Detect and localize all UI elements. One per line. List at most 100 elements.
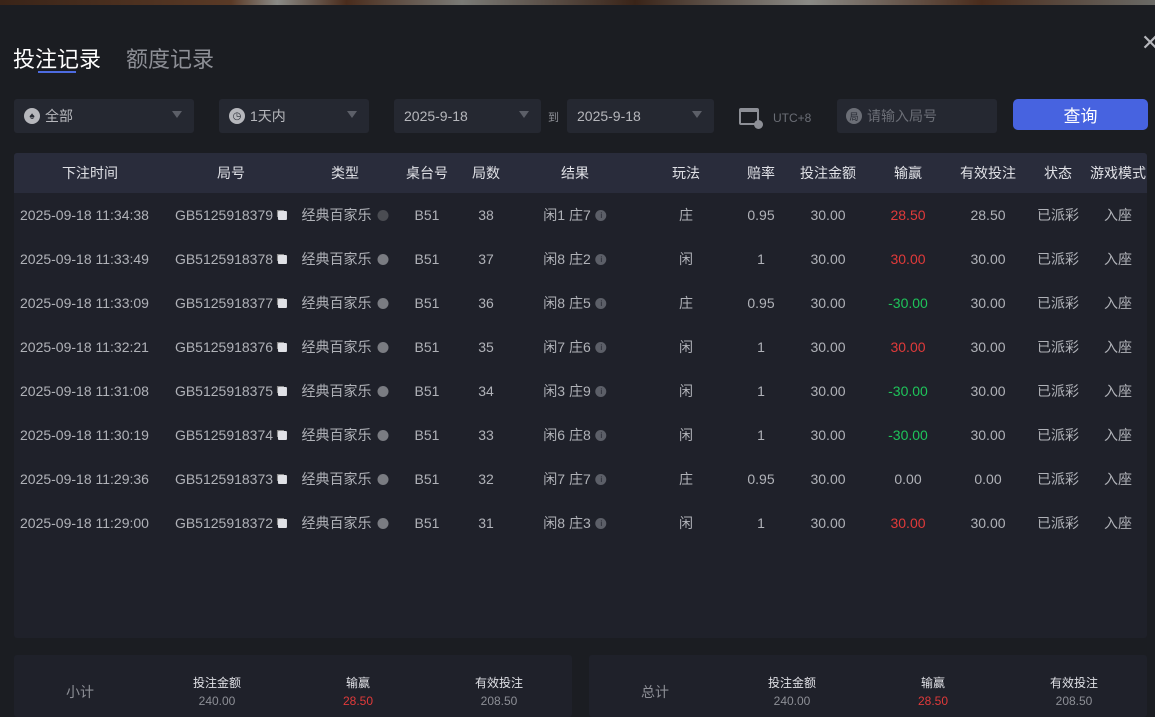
info-icon[interactable]: i	[595, 517, 607, 529]
cell-bet-type: 闲	[679, 249, 693, 269]
cell-round-id[interactable]: GB5125918379	[175, 207, 288, 223]
round-count-text: 34	[478, 383, 494, 399]
calendar-clock-icon[interactable]	[739, 108, 763, 129]
table-id-text: B51	[414, 427, 440, 443]
info-icon[interactable]: i	[595, 385, 607, 397]
bet-type-text: 庄	[679, 295, 693, 311]
game-detail-icon[interactable]	[377, 517, 389, 529]
total-valid-value: 208.50	[1055, 694, 1093, 708]
round-search[interactable]: 局	[837, 99, 997, 133]
game-detail-icon[interactable]	[377, 341, 389, 353]
cell-bet-time: 2025-09-18 11:29:36	[20, 471, 149, 487]
cell-status: 已派彩	[1037, 425, 1079, 445]
odds-text: 0.95	[747, 207, 775, 223]
caret-down-icon	[172, 111, 182, 118]
date-to-select[interactable]: 2025-9-18	[567, 99, 714, 133]
column-header-table-id: 桌台号	[406, 165, 448, 181]
cell-bet-type: 庄	[679, 469, 693, 489]
bet-type-text: 闲	[679, 251, 693, 267]
column-header-status: 状态	[1044, 165, 1072, 181]
table-row: 2025-09-18 11:30:19 GB5125918374 经典百家乐 B51 3…	[14, 415, 1147, 459]
info-icon[interactable]: i	[595, 473, 607, 485]
cell-round-id[interactable]: GB5125918376	[175, 339, 288, 355]
cell-valid-bet: 30.00	[970, 295, 1005, 311]
game-mode-text: 入座	[1104, 383, 1132, 399]
period-select[interactable]: ◷ 1天内	[219, 99, 369, 133]
bet-amount-text: 30.00	[810, 471, 846, 487]
copy-icon[interactable]	[278, 474, 288, 484]
bet-time-text: 2025-09-18 11:33:49	[20, 251, 149, 267]
copy-icon[interactable]	[278, 342, 288, 352]
cell-win-loss: 30.00	[890, 339, 925, 355]
info-icon[interactable]: i	[595, 429, 607, 441]
cell-bet-amount: 30.00	[810, 251, 845, 267]
game-detail-icon[interactable]	[377, 253, 389, 265]
total-bet-value: 240.00	[773, 694, 811, 708]
cell-status: 已派彩	[1037, 469, 1079, 489]
game-detail-icon[interactable]	[377, 209, 389, 221]
game-detail-icon[interactable]	[377, 297, 389, 309]
game-mode-text: 入座	[1104, 471, 1132, 487]
result-text: 闲7 庄6	[543, 339, 591, 355]
game-detail-icon[interactable]	[377, 473, 389, 485]
total-win-label: 输赢	[920, 676, 945, 690]
cell-round-id[interactable]: GB5125918377	[175, 295, 288, 311]
cell-round-id[interactable]: GB5125918375	[175, 383, 288, 399]
copy-icon[interactable]	[278, 210, 288, 220]
copy-icon[interactable]	[278, 518, 288, 528]
bet-records-table: 下注时间 局号 类型 桌台号 局数 结果 玩法 赔率 投注金额 输赢 有效投注 状态 游戏模式 2025…	[14, 153, 1147, 638]
cell-bet-type: 庄	[679, 293, 693, 313]
bet-time-text: 2025-09-18 11:34:38	[20, 207, 149, 223]
table-row: 2025-09-18 11:33:09 GB5125918377 经典百家乐 B51 3…	[14, 283, 1147, 327]
cell-game-mode: 入座	[1104, 249, 1132, 269]
copy-icon[interactable]	[278, 254, 288, 264]
game-detail-icon[interactable]	[377, 385, 389, 397]
cell-bet-type: 闲	[679, 337, 693, 357]
cell-round-id[interactable]: GB5125918372	[175, 515, 288, 531]
status-text: 已派彩	[1037, 471, 1079, 487]
result-text: 闲3 庄9	[543, 383, 591, 399]
round-count-text: 33	[478, 427, 494, 443]
win-loss-text: -30.00	[888, 383, 928, 399]
info-icon[interactable]: i	[595, 341, 607, 353]
info-icon[interactable]: i	[595, 209, 607, 221]
copy-icon[interactable]	[278, 386, 288, 396]
round-number-input[interactable]	[867, 108, 987, 124]
tab-credit-records[interactable]: 额度记录	[126, 47, 215, 72]
cell-bet-amount: 30.00	[810, 427, 845, 443]
cell-round-id[interactable]: GB5125918373	[175, 471, 288, 487]
cell-round-id[interactable]: GB5125918374	[175, 427, 288, 443]
period-select-value: 1天内	[250, 108, 286, 124]
cell-status: 已派彩	[1037, 293, 1079, 313]
cell-win-loss: 30.00	[890, 251, 925, 267]
cell-round-id[interactable]: GB5125918378	[175, 251, 288, 267]
game-select[interactable]: ♠ 全部	[14, 99, 194, 133]
copy-icon[interactable]	[278, 430, 288, 440]
copy-icon[interactable]	[278, 298, 288, 308]
bet-time-text: 2025-09-18 11:33:09	[20, 295, 149, 311]
table-body: 2025-09-18 11:34:38 GB5125918379 经典百家乐 B51 3…	[14, 193, 1147, 547]
cell-bet-time: 2025-09-18 11:29:00	[20, 515, 149, 531]
query-button[interactable]: 查询	[1013, 99, 1148, 130]
caret-down-icon	[347, 111, 357, 118]
table-row: 2025-09-18 11:32:21 GB5125918376 经典百家乐 B51 3…	[14, 327, 1147, 371]
cell-table-id: B51	[415, 515, 440, 531]
background-photo	[0, 0, 1155, 5]
close-icon[interactable]: ✕	[1141, 30, 1155, 55]
column-header-game-mode: 游戏模式	[1090, 165, 1146, 181]
round-count-text: 31	[478, 515, 494, 531]
game-detail-icon[interactable]	[377, 429, 389, 441]
info-icon[interactable]: i	[595, 253, 607, 265]
cell-game-type: 经典百家乐	[302, 293, 389, 313]
bet-type-text: 庄	[679, 471, 693, 487]
bet-time-text: 2025-09-18 11:32:21	[20, 339, 149, 355]
info-icon[interactable]: i	[595, 297, 607, 309]
column-header-win-loss: 输赢	[894, 165, 922, 181]
bet-amount-text: 30.00	[810, 427, 846, 443]
tab-bet-records[interactable]: 投注记录	[13, 47, 102, 72]
result-text: 闲8 庄3	[543, 515, 591, 531]
game-type-text: 经典百家乐	[301, 383, 372, 399]
date-from-select[interactable]: 2025-9-18	[394, 99, 541, 133]
column-header-result: 结果	[561, 165, 589, 181]
valid-bet-text: 30.00	[970, 251, 1006, 267]
